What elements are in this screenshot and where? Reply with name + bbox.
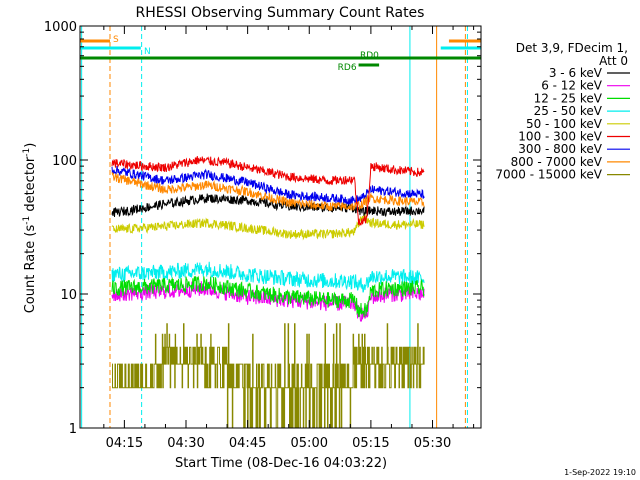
series-line-7000-15000-kev — [112, 323, 425, 429]
footer-timestamp: 1-Sep-2022 19:10 — [564, 468, 636, 477]
series-line-12-25kev — [111, 275, 425, 318]
mode-bar-label-0: S — [113, 35, 119, 45]
y-tick-label-1: 1 — [69, 422, 77, 437]
series-line-3-6kev — [111, 193, 425, 218]
mode-bar-label-4: RD0 — [360, 51, 379, 61]
y-axis-label-part3: ) — [23, 143, 38, 148]
y-axis-label: Count Rate (s-1 detector-1) — [22, 143, 38, 314]
legend-entry-label: 800 - 7000 keV — [511, 155, 603, 169]
legend-entry-label: 300 - 800 keV — [518, 142, 602, 156]
mode-bar-label-2: N — [144, 47, 151, 57]
chart-title: RHESSI Observing Summary Count Rates — [136, 5, 425, 21]
y-tick-label-100: 100 — [52, 154, 77, 169]
x-tick-label-04:45: 04:45 — [229, 436, 266, 451]
legend-entry-label: 12 - 25 keV — [534, 91, 603, 105]
legend-entry-label: 100 - 300 keV — [518, 130, 602, 144]
legend-header-line2: Att 0 — [599, 54, 628, 68]
y-tick-label-10: 10 — [60, 288, 77, 303]
series-line-100-300kev — [111, 155, 425, 227]
series-line-50-100kev — [111, 213, 425, 241]
series-line-300-800kev — [111, 165, 425, 206]
y-axis-label-part1: Count Rate (s — [23, 225, 38, 314]
legend-header-line1: Det 3,9, FDecim 1, — [516, 41, 628, 55]
legend-entry-label: 25 - 50 keV — [534, 104, 603, 118]
x-tick-label-04:15: 04:15 — [106, 436, 143, 451]
mode-bar-label-5: RD6 — [338, 63, 357, 73]
legend-entry-label: 6 - 12 keV — [541, 79, 603, 93]
series-line-800-7000kev — [111, 172, 425, 212]
x-tick-label-05:30: 05:30 — [414, 436, 451, 451]
y-axis-label-sup1: -1 — [22, 216, 32, 225]
x-axis-label: Start Time (08-Dec-16 04:03:22) — [175, 456, 387, 471]
legend-entry-label: 50 - 100 keV — [526, 117, 603, 131]
y-axis-label-part2: detector — [23, 156, 38, 216]
x-tick-label-05:00: 05:00 — [291, 436, 328, 451]
y-tick-label-1000: 1000 — [44, 20, 77, 35]
x-tick-label-04:30: 04:30 — [167, 436, 204, 451]
series-line-25-50kev — [111, 261, 425, 293]
legend-entry-label: 3 - 6 keV — [549, 66, 603, 80]
y-axis-label-sup2: -1 — [22, 148, 32, 157]
x-tick-label-05:15: 05:15 — [352, 436, 389, 451]
legend-entry-label: 7000 - 15000 keV — [495, 168, 602, 182]
axes: 1 10 100 1000 04:15 04:30 04:45 05:00 05:15 05:30 — [44, 20, 482, 451]
plot-frame — [79, 25, 482, 429]
